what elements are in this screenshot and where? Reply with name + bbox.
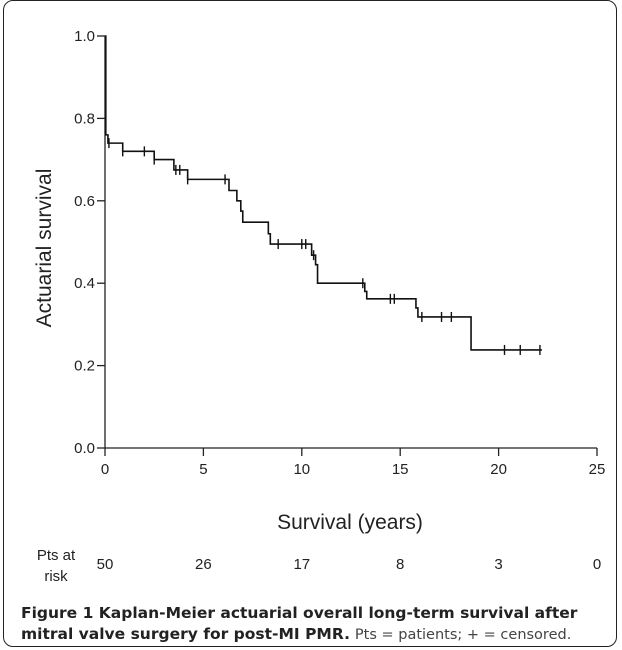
y-tick-label: 0.4 <box>74 275 95 292</box>
risk-value: 0 <box>593 556 601 573</box>
axes <box>104 36 597 449</box>
risk-value: 3 <box>494 556 502 573</box>
censor-marks <box>108 138 541 355</box>
x-tick-label: 25 <box>589 461 606 478</box>
x-tick-label: 20 <box>490 461 507 478</box>
risk-label-line2: risk <box>44 568 68 585</box>
figure-caption: Figure 1 Kaplan-Meier actuarial overall … <box>21 603 611 646</box>
y-tick-label: 1.0 <box>74 28 95 45</box>
caption-bold: Figure 1 Kaplan-Meier actuarial overall … <box>21 604 578 643</box>
survival-chart: 0.0 0.2 0.4 0.6 0.8 1.0 0 5 10 15 20 25 Actuarial s… <box>33 28 605 585</box>
survival-curve <box>104 35 542 351</box>
y-tick-label: 0.0 <box>74 440 95 457</box>
y-axis-label: Actuarial survival <box>33 169 56 328</box>
risk-label-line1: Pts at <box>37 547 76 564</box>
y-tick-label: 0.2 <box>74 358 95 375</box>
risk-value: 17 <box>293 556 310 573</box>
figure-frame <box>3 0 617 647</box>
y-tick-label: 0.8 <box>74 110 95 127</box>
risk-values: 50 26 17 8 3 0 <box>97 556 602 573</box>
x-axis-label: Survival (years) <box>277 511 423 534</box>
x-tick-label: 0 <box>101 461 109 478</box>
ticks: 0.0 0.2 0.4 0.6 0.8 1.0 0 5 10 15 20 25 <box>74 28 605 478</box>
x-tick-label: 10 <box>293 461 310 478</box>
survival-curve-group <box>104 35 542 351</box>
risk-value: 26 <box>195 556 212 573</box>
y-tick-label: 0.6 <box>74 193 95 210</box>
risk-value: 8 <box>396 556 404 573</box>
caption-rest: Pts = patients; + = censored. <box>354 627 572 643</box>
x-tick-label: 15 <box>392 461 409 478</box>
risk-value: 50 <box>97 556 114 573</box>
x-tick-label: 5 <box>199 461 207 478</box>
